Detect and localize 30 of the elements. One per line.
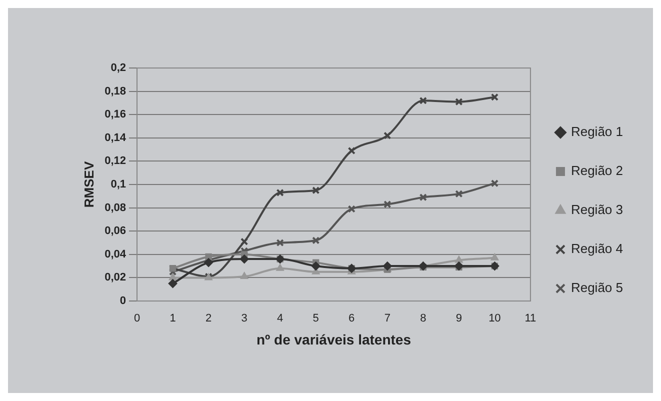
x-tick-label: 11 [524, 312, 536, 325]
x-tick-label: 4 [277, 312, 284, 325]
x-tick-label: 5 [312, 312, 319, 325]
y-tick-label: 0,06 [104, 225, 126, 238]
legend-label: Região 3 [570, 202, 624, 218]
legend-label: Região 5 [570, 280, 624, 296]
x-tick-label: 10 [488, 312, 501, 325]
x-tick-label: 1 [170, 312, 176, 325]
legend-label: Região 4 [570, 241, 624, 256]
y-tick-label: 0,08 [104, 202, 126, 214]
y-tick-label: 0,2 [110, 62, 126, 74]
x-axis-title: nº de variáveis latentes [256, 331, 412, 348]
legend-label: Região 2 [570, 163, 624, 178]
x-tick-label: 2 [205, 312, 212, 325]
legend-label: Região 1 [570, 124, 624, 140]
y-tick-label: 0,1 [110, 178, 126, 191]
y-tick-label: 0,04 [104, 248, 127, 260]
y-tick-label: 0,14 [104, 132, 127, 144]
y-tick-label: 0,16 [104, 108, 126, 121]
y-tick-label: 0,18 [104, 85, 126, 98]
y-tick-label: 0,12 [104, 155, 126, 168]
y-tick-label: 0,02 [104, 272, 126, 284]
x-tick-label: 9 [456, 312, 462, 325]
y-tick-label: 0 [120, 295, 126, 308]
x-tick-label: 3 [241, 312, 248, 325]
x-tick-label: 6 [348, 312, 355, 325]
x-tick-label: 8 [420, 312, 426, 325]
y-axis-title: RMSEV [81, 161, 96, 208]
x-tick-label: 0 [134, 312, 140, 325]
x-tick-label: 7 [384, 312, 390, 325]
